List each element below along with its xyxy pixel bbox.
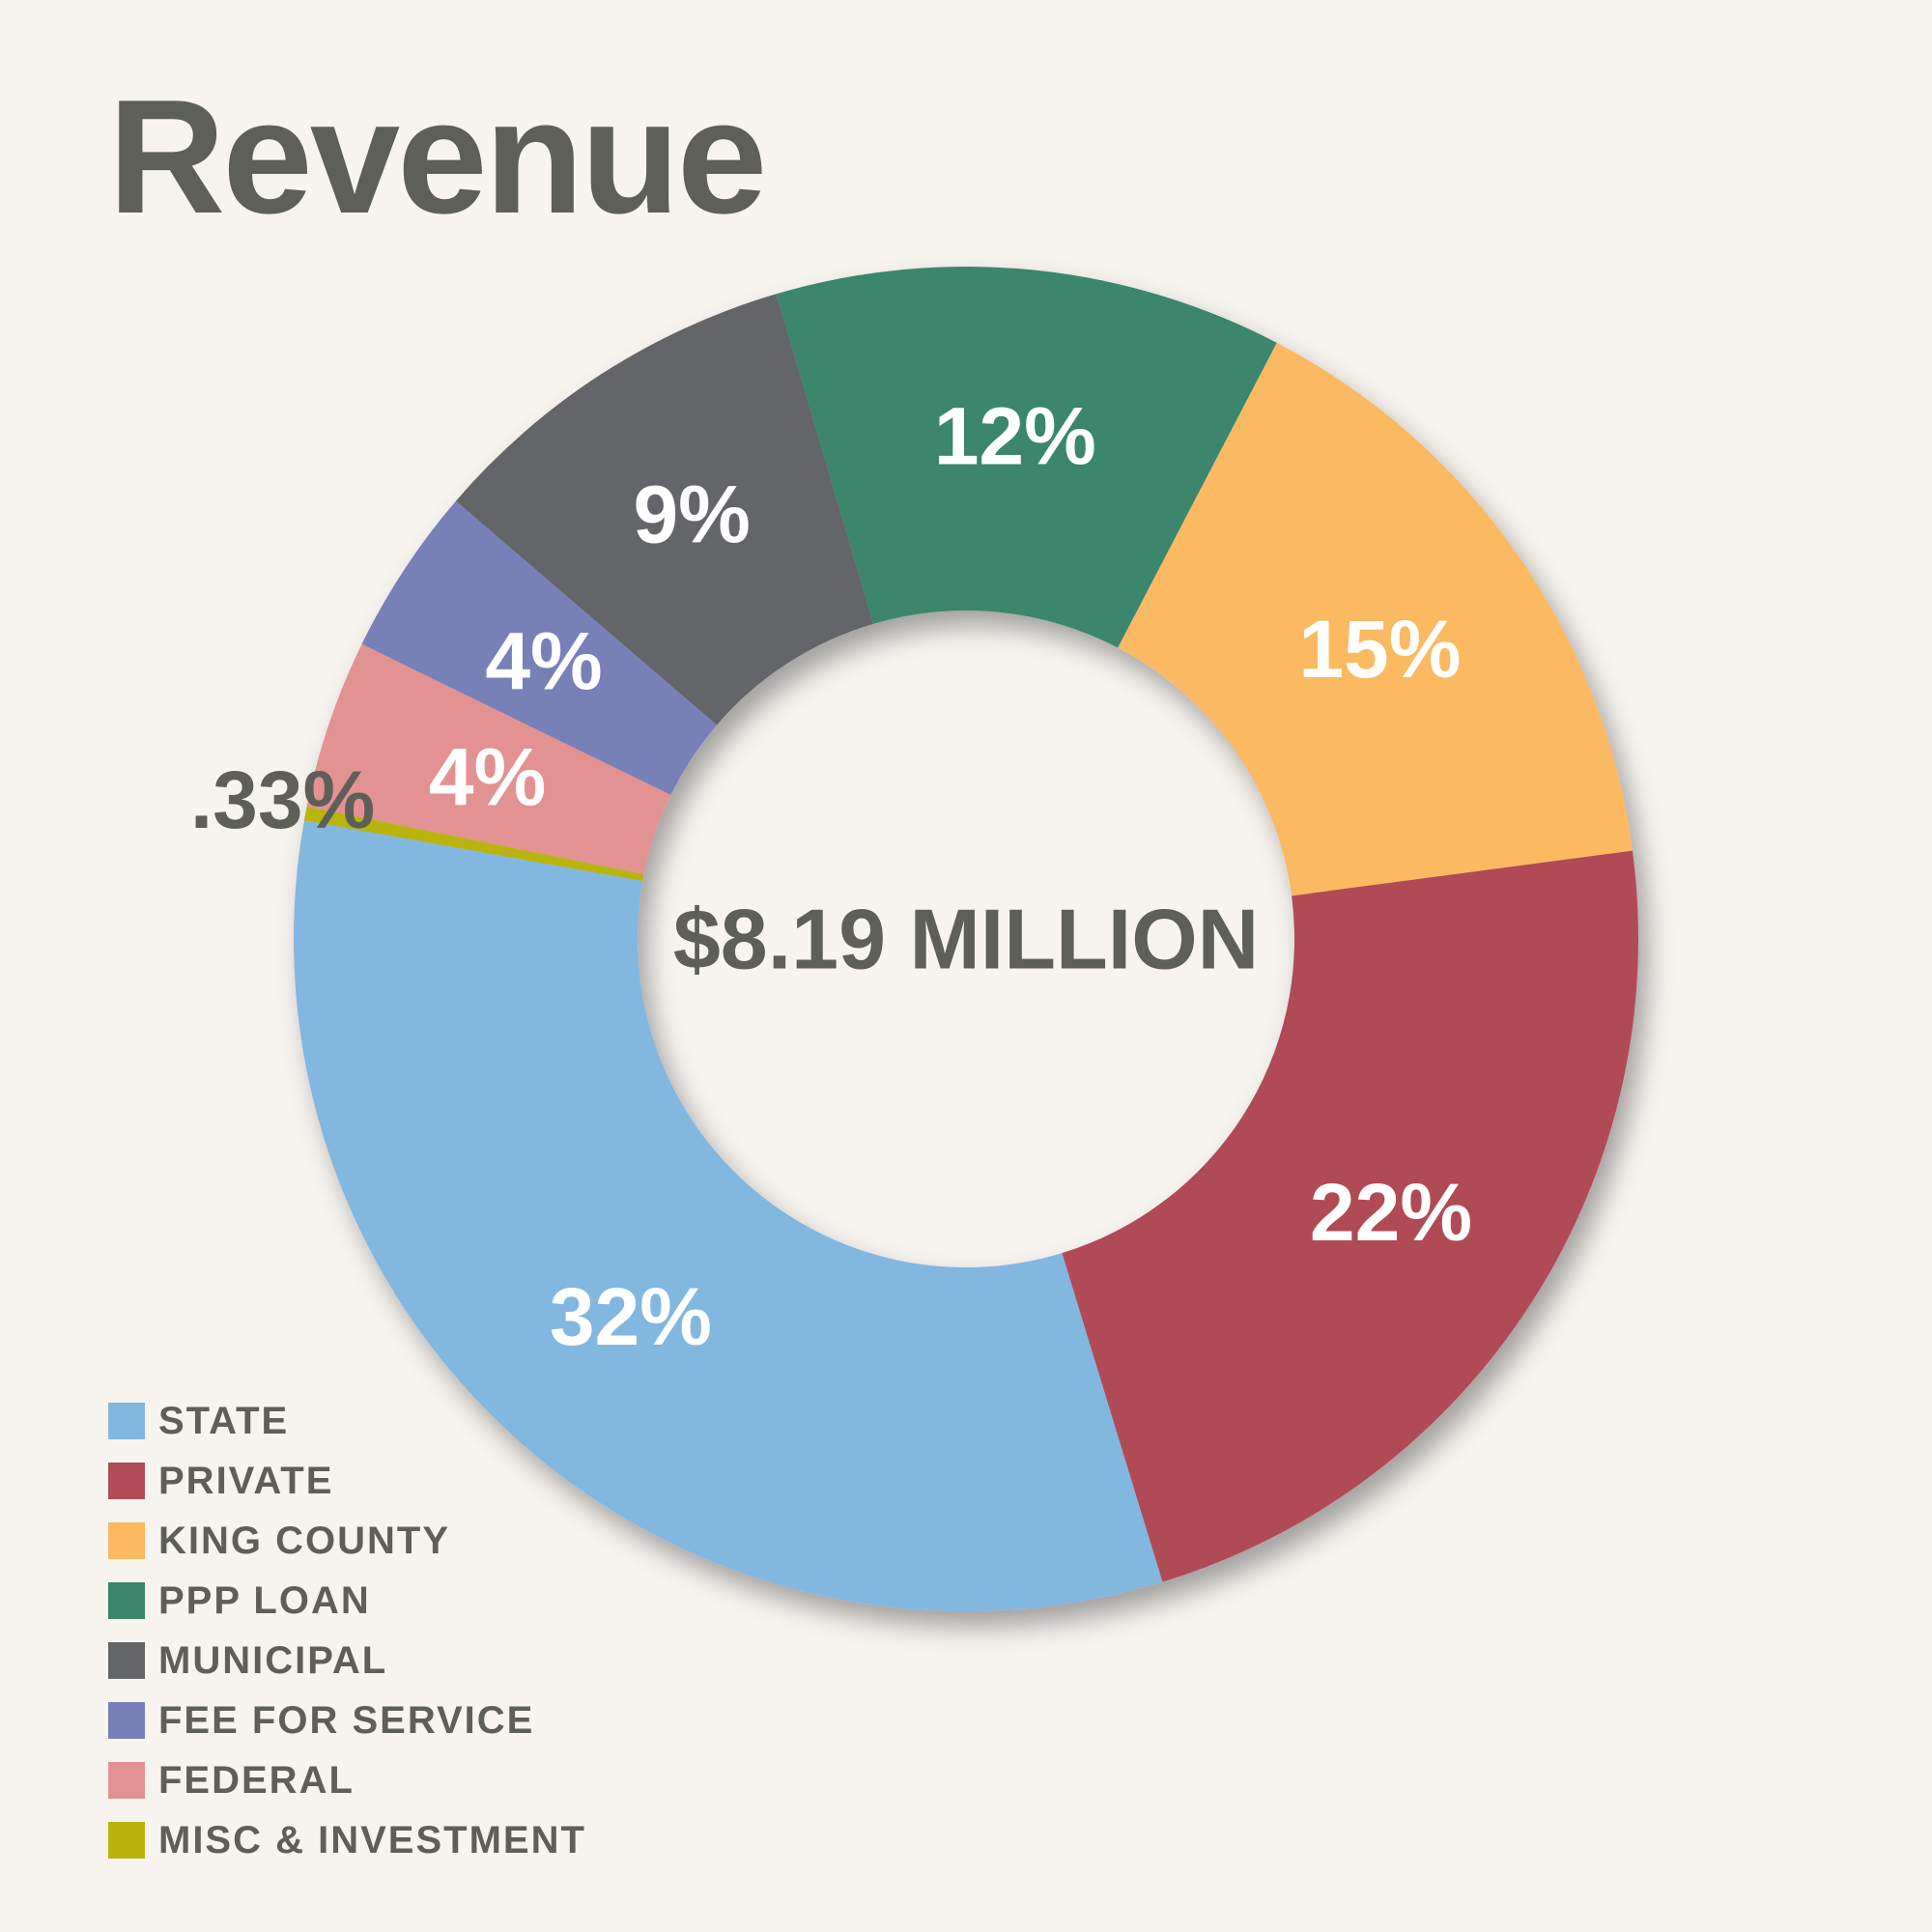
legend-label: FEE FOR SERVICE: [158, 1698, 535, 1742]
slice-label-ppp-loan: 12%: [934, 390, 1096, 481]
slice-private: [1062, 850, 1638, 1582]
legend-label: STATE: [158, 1399, 290, 1442]
slice-label-federal: 4%: [429, 731, 546, 822]
slice-misc-investment: [303, 806, 644, 882]
slice-king-county: [1118, 342, 1633, 896]
legend-swatch: [108, 1762, 145, 1799]
legend: STATE PRIVATE KING COUNTY PPP LOAN MUNICIPAL…: [108, 1391, 586, 1870]
legend-item-federal: FEDERAL: [108, 1750, 586, 1810]
slice-fee-for-service: [361, 500, 718, 795]
legend-item-fee-for-service: FEE FOR SERVICE: [108, 1690, 586, 1750]
legend-item-municipal: MUNICIPAL: [108, 1631, 586, 1690]
slice-label-private: 22%: [1310, 1167, 1472, 1258]
slice-municipal: [455, 294, 874, 725]
legend-swatch: [108, 1822, 145, 1859]
slice-label-king-county: 15%: [1298, 604, 1461, 695]
legend-swatch: [108, 1702, 145, 1739]
slice-federal: [306, 643, 671, 875]
legend-item-misc-investment: MISC & INVESTMENT: [108, 1810, 586, 1870]
center-total-label: $8.19 MILLION: [673, 892, 1259, 987]
legend-item-ppp-loan: PPP LOAN: [108, 1571, 586, 1631]
slice-label-municipal: 9%: [633, 469, 750, 560]
legend-item-state: STATE: [108, 1391, 586, 1451]
legend-swatch: [108, 1403, 145, 1439]
legend-label: KING COUNTY: [158, 1519, 450, 1562]
legend-label: MUNICIPAL: [158, 1638, 388, 1682]
slice-label-misc-investment: .33%: [190, 754, 375, 845]
legend-swatch: [108, 1463, 145, 1499]
legend-label: FEDERAL: [158, 1758, 355, 1802]
legend-swatch: [108, 1642, 145, 1679]
legend-label: PRIVATE: [158, 1459, 334, 1502]
legend-swatch: [108, 1582, 145, 1619]
slice-label-fee-for-service: 4%: [485, 616, 602, 707]
legend-item-king-county: KING COUNTY: [108, 1511, 586, 1571]
legend-label: PPP LOAN: [158, 1578, 371, 1622]
legend-swatch: [108, 1522, 145, 1559]
legend-label: MISC & INVESTMENT: [158, 1818, 586, 1861]
slice-label-state: 32%: [550, 1271, 712, 1362]
chart-title: Revenue: [108, 66, 767, 247]
slice-ppp-loan: [776, 267, 1277, 648]
legend-item-private: PRIVATE: [108, 1451, 586, 1511]
slice-state: [294, 820, 1163, 1612]
